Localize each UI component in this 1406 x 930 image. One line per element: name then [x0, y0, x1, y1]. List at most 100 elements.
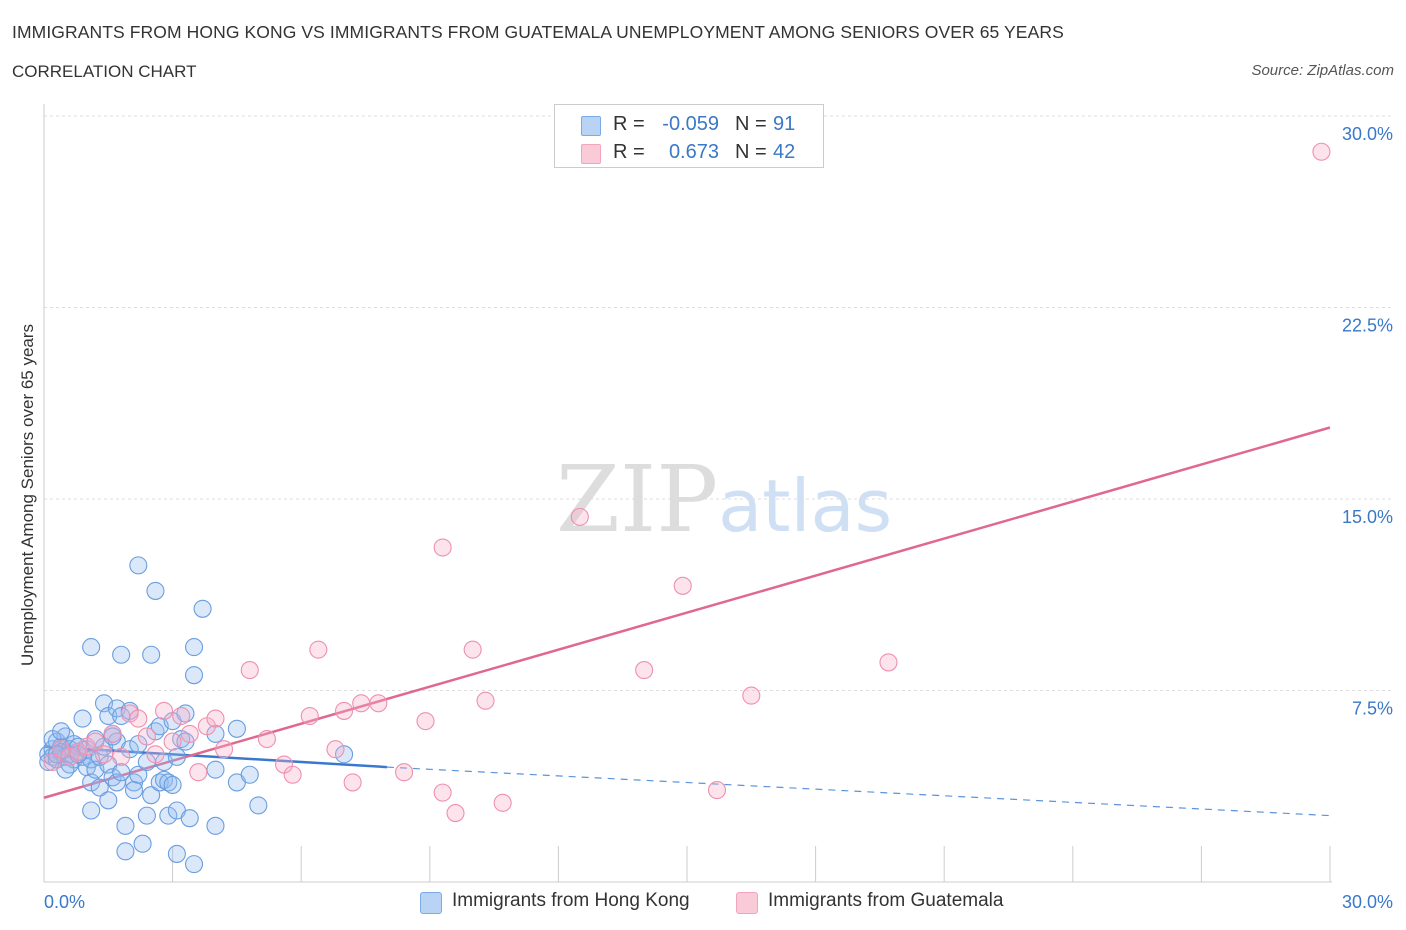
hong-kong-point [82, 801, 101, 820]
guatemala-point [879, 653, 898, 672]
source-label[interactable]: Source: ZipAtlas.com [1251, 62, 1394, 79]
n-value: 91 [773, 113, 796, 135]
hong-kong-point [249, 796, 268, 815]
hong-kong-point [184, 638, 204, 657]
trend-lines [43, 426, 1331, 817]
guatemala-point [86, 732, 105, 751]
guatemala-point [433, 538, 452, 557]
guatemala-point [94, 745, 114, 764]
guatemala-point [43, 752, 62, 772]
hong-kong-point [137, 806, 156, 825]
r-label: R = [613, 141, 645, 163]
guatemala-point [129, 709, 148, 728]
hong-kong-point [142, 645, 161, 664]
guatemala-point [326, 740, 345, 759]
hong-kong-point [163, 775, 182, 795]
hong-kong-point [116, 816, 135, 835]
y-tick-label: 30.0% [1342, 124, 1393, 144]
hong-kong-point [167, 747, 186, 766]
n-value: 42 [773, 141, 796, 163]
guatemala-point [635, 661, 654, 680]
guatemala-point [60, 747, 79, 766]
guatemala-point [257, 729, 276, 749]
r-label: R = [613, 113, 645, 135]
guatemala-point [120, 704, 139, 723]
hong-kong-point [129, 556, 148, 575]
guatemala-point [1312, 142, 1331, 161]
hong-kong-point [227, 719, 246, 738]
guatemala-point [493, 793, 512, 812]
n-label: N = [735, 141, 767, 163]
hong-kong-point [90, 778, 109, 797]
guatemala-point [137, 727, 156, 746]
stats-legend-row-hong-kong: R = -0.059 N = 91 [555, 113, 823, 137]
hong-kong-point [240, 765, 259, 784]
guatemala-point [309, 640, 328, 659]
hong-kong-point [146, 581, 165, 600]
guatemala-point [103, 724, 122, 743]
hong-kong-point [82, 638, 101, 657]
y-tick-label: 15.0% [1342, 507, 1393, 527]
guatemala-point [240, 661, 259, 680]
stats-legend-row-guatemala: R = 0.673 N = 42 [555, 141, 823, 165]
guatemala-point [146, 745, 165, 764]
hong-kong-trend-line [43, 745, 388, 769]
legend-label-hong-kong: Immigrants from Hong Kong [452, 890, 690, 911]
data-points [39, 142, 1331, 874]
guatemala-point [172, 706, 191, 726]
guatemala-point [742, 686, 761, 705]
hong-kong-point [142, 786, 161, 805]
stats-legend: R = -0.059 N = 91 R = 0.673 N = 42 [554, 104, 824, 168]
hong-kong-point [112, 645, 131, 664]
guatemala-point [189, 763, 208, 782]
x-tick-label: 30.0% [1342, 892, 1393, 912]
tick-labels: 7.5% 15.0% 22.5% 30.0% 0.0% 30.0% [44, 124, 1393, 912]
guatemala-swatch [581, 144, 601, 164]
hong-kong-point [133, 834, 152, 853]
guatemala-trend-line [43, 426, 1331, 799]
hong-kong-point [99, 791, 118, 810]
guatemala-point [206, 709, 225, 728]
hong-kong-swatch [581, 116, 601, 136]
watermark-zip: ZIP [556, 446, 719, 553]
axes [43, 104, 1332, 883]
hong-kong-point [159, 806, 178, 825]
guatemala-point [433, 783, 452, 802]
guatemala-point [214, 740, 234, 759]
hong-kong-point [206, 816, 225, 835]
guatemala-point [463, 640, 482, 659]
r-value: 0.673 [668, 141, 719, 163]
y-tick-label: 22.5% [1342, 316, 1393, 336]
guatemala-point [154, 701, 174, 720]
hong-kong-point [184, 666, 204, 685]
hong-kong-point [167, 844, 186, 863]
hong-kong-point [124, 781, 144, 800]
hong-kong-point [73, 709, 92, 728]
guatemala-point [335, 701, 354, 720]
hong-kong-point [180, 809, 199, 828]
guatemala-point [395, 763, 414, 782]
n-label: N = [735, 113, 767, 135]
guatemala-point [112, 747, 131, 766]
guatemala-point [300, 706, 319, 726]
hong-kong-point [116, 842, 135, 861]
legend-swatch-guatemala [736, 892, 758, 914]
guatemala-point [416, 712, 435, 731]
hong-kong-point [184, 855, 204, 874]
guatemala-point [69, 742, 88, 761]
guatemala-point [446, 804, 465, 823]
hong-kong-point [206, 760, 225, 779]
hong-kong-trend-extension [386, 766, 1331, 817]
guatemala-point [476, 691, 495, 710]
hong-kong-point [129, 765, 148, 784]
r-value: -0.059 [662, 113, 719, 135]
guatemala-point [707, 781, 727, 800]
guatemala-point [343, 773, 362, 792]
y-tick-label: 7.5% [1352, 699, 1393, 719]
y-axis-title: Unemployment Among Seniors over 65 years [18, 323, 37, 667]
legend-swatch-hong-kong [420, 892, 442, 914]
hong-kong-point [193, 599, 212, 618]
guatemala-point [283, 765, 302, 784]
legend-label-guatemala: Immigrants from Guatemala [768, 890, 1004, 911]
